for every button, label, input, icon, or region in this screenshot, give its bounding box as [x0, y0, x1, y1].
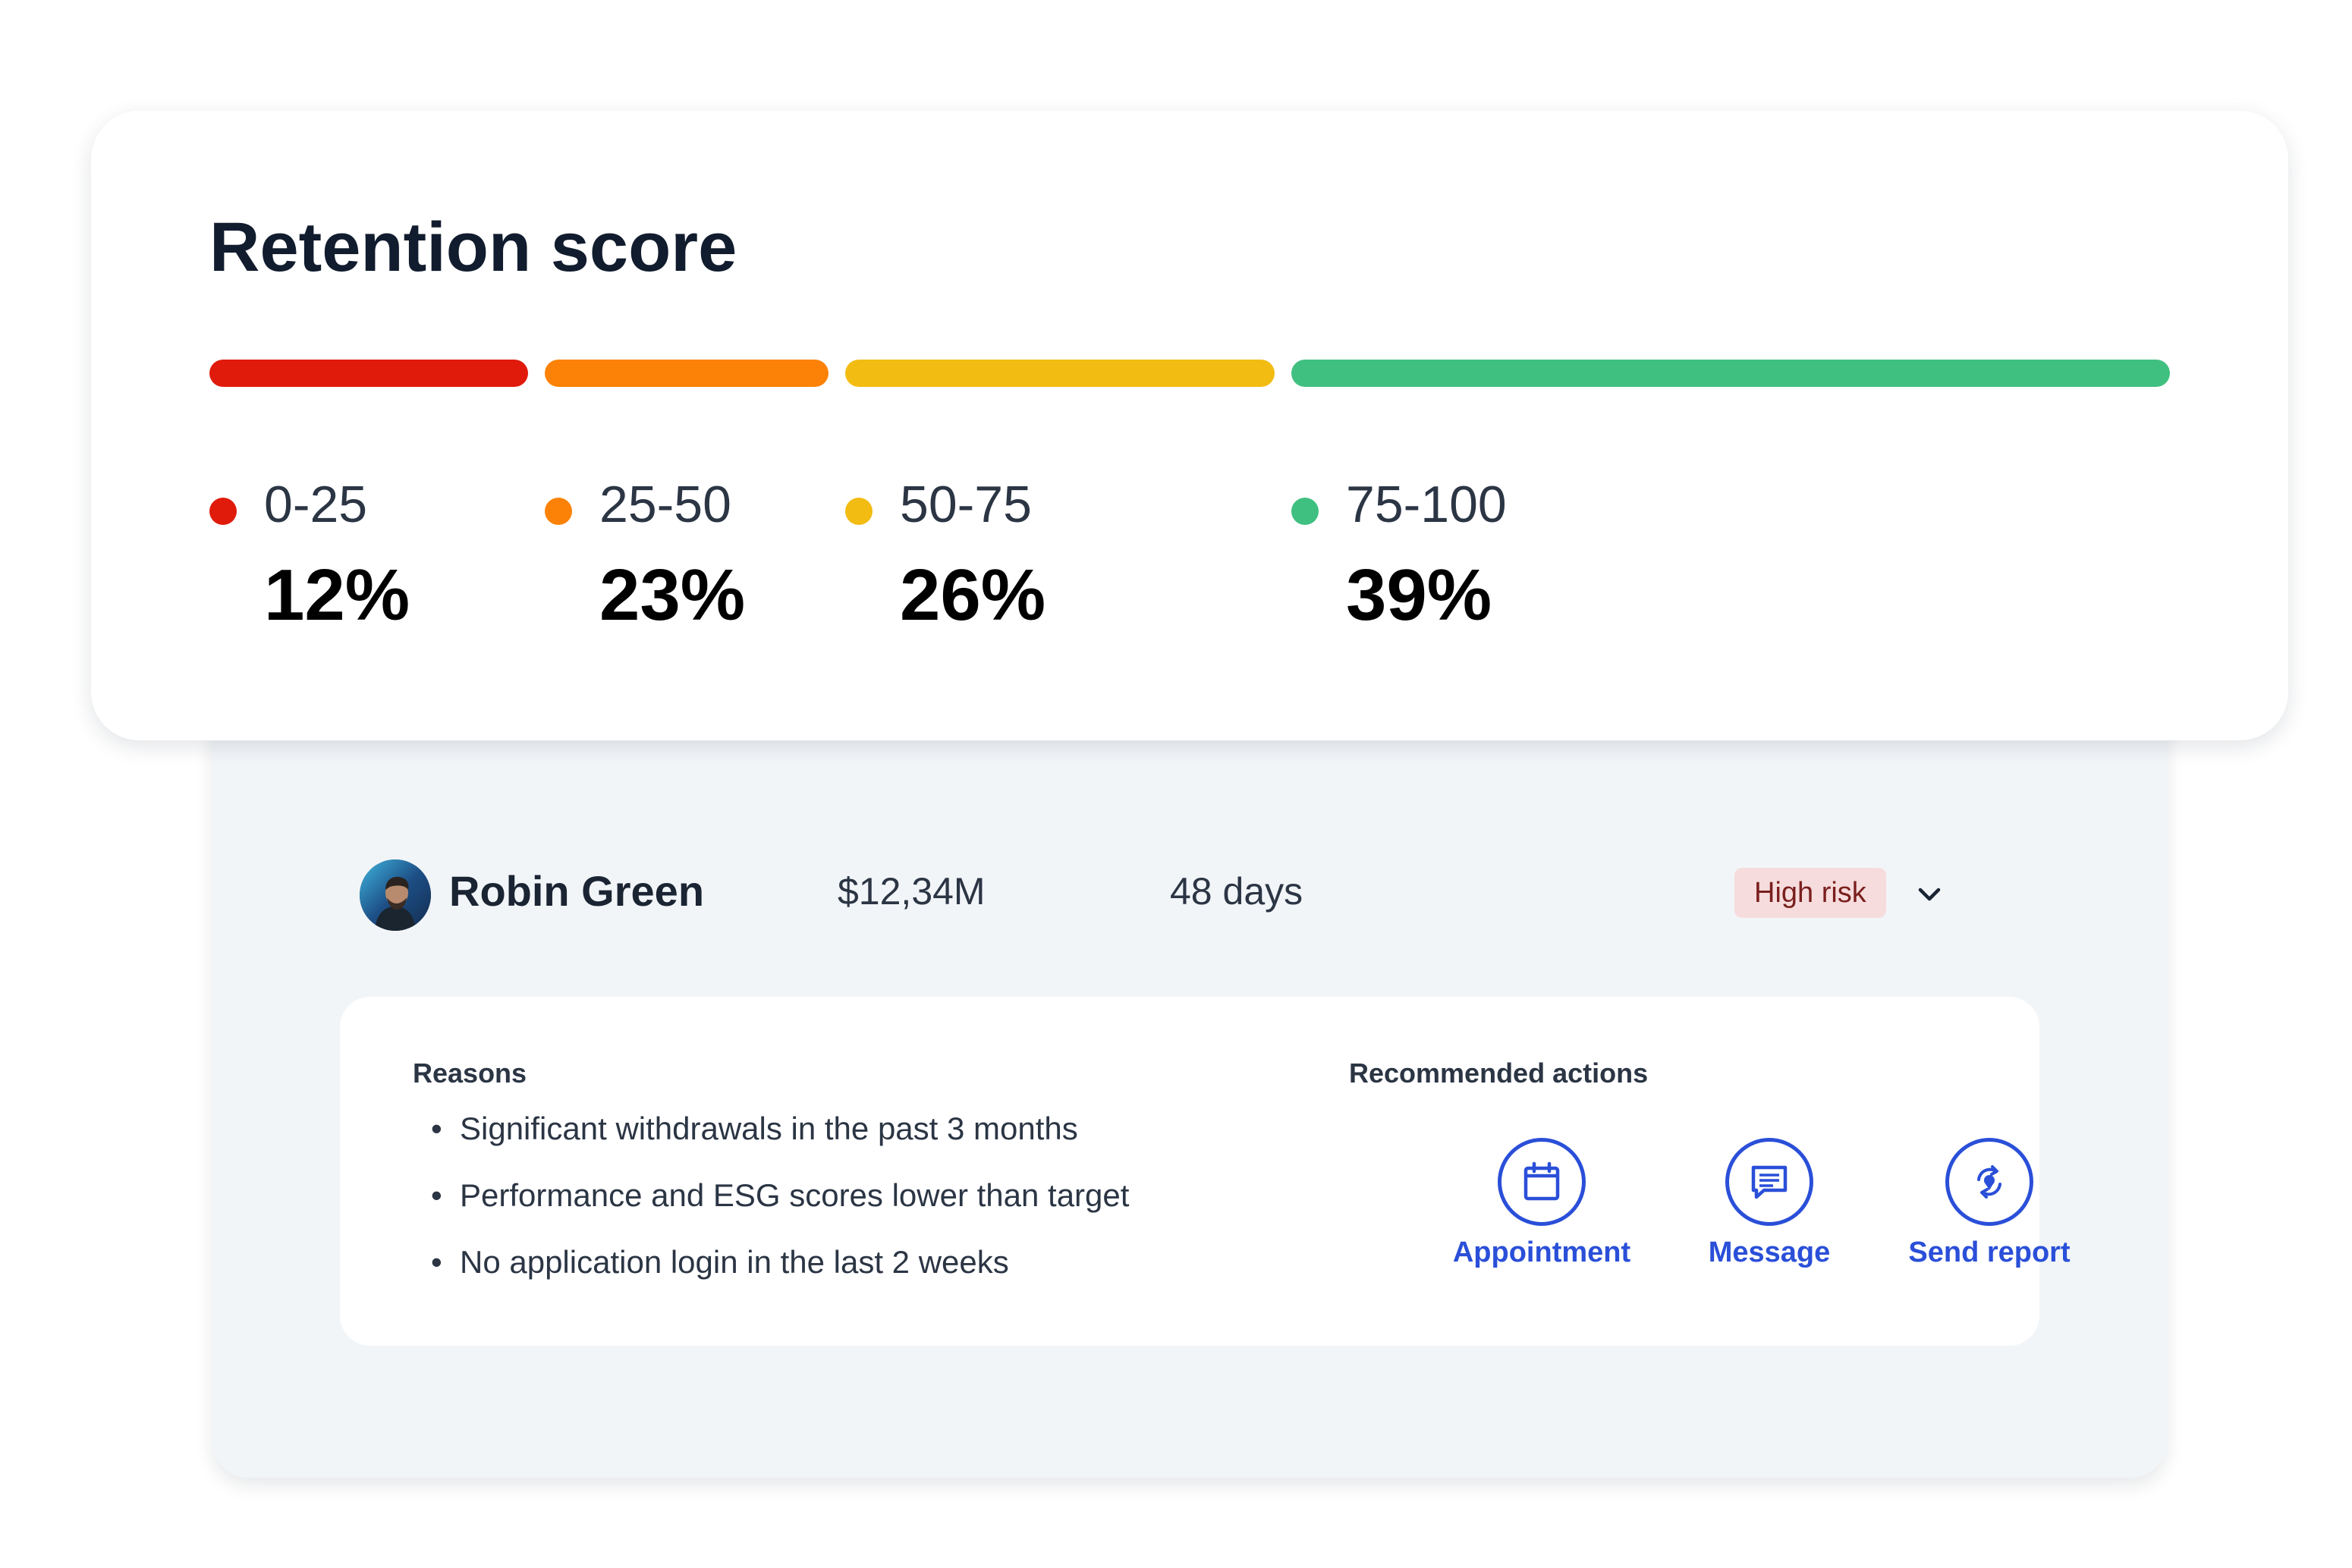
list-item: • No application login in the last 2 week…	[413, 1244, 1129, 1311]
calendar-icon	[1523, 1161, 1560, 1201]
client-row[interactable]: Robin Green $12,34M 48 days High risk	[360, 857, 2020, 933]
reason-text: Significant withdrawals in the past 3 mo…	[460, 1111, 1078, 1146]
legend-range: 50-75	[900, 476, 1032, 533]
score-bar-25-50	[545, 360, 829, 387]
appointment-button[interactable]: Appointment	[1443, 1138, 1640, 1269]
bullet: •	[431, 1177, 442, 1213]
bullet: •	[431, 1111, 442, 1146]
legend-dot-green	[1291, 498, 1319, 525]
list-item: • Significant withdrawals in the past 3 m…	[413, 1111, 1129, 1177]
send-report-label: Send report	[1908, 1236, 2071, 1268]
message-button[interactable]: Message	[1671, 1138, 1868, 1269]
bullet: •	[431, 1244, 442, 1280]
score-bar-50-75	[845, 360, 1275, 387]
score-bar-75-100	[1291, 360, 2170, 387]
legend-percent: 23%	[599, 555, 746, 636]
send-report-circle	[1945, 1138, 2033, 1226]
client-days: 48 days	[1170, 870, 1303, 913]
send-report-icon	[1977, 1165, 2001, 1199]
retention-score-card: Retention score 0-25 12% 25-50 23% 50-75…	[91, 111, 2288, 740]
reason-text: No application login in the last 2 weeks	[460, 1244, 1009, 1280]
message-icon	[1751, 1165, 1788, 1199]
appointment-label: Appointment	[1452, 1236, 1631, 1268]
chevron-down-icon	[1918, 888, 1941, 901]
risk-badge: High risk	[1734, 868, 1886, 918]
details-panel: Reasons • Significant withdrawals in the …	[340, 997, 2071, 1346]
legend-range: 75-100	[1346, 476, 1507, 533]
legend-dot-yellow	[845, 498, 873, 525]
appointment-circle	[1498, 1138, 1586, 1226]
list-item: • Performance and ESG scores lower than t…	[413, 1177, 1129, 1244]
reasons-title: Reasons	[413, 1057, 527, 1089]
reasons-list: • Significant withdrawals in the past 3 m…	[413, 1111, 1129, 1311]
legend-range: 0-25	[264, 476, 368, 533]
retention-score-title: Retention score	[209, 209, 737, 286]
legend-range: 25-50	[599, 476, 731, 533]
message-label: Message	[1708, 1236, 1831, 1268]
send-report-button[interactable]: Send report	[1891, 1138, 2088, 1269]
client-avatar	[360, 859, 431, 931]
legend-percent: 26%	[900, 555, 1046, 636]
legend-dot-orange	[545, 498, 572, 525]
client-amount: $12,34M	[838, 870, 986, 913]
client-name: Robin Green	[449, 867, 705, 915]
legend-percent: 12%	[264, 555, 410, 636]
expand-button[interactable]	[1912, 877, 1947, 912]
reason-text: Performance and ESG scores lower than ta…	[460, 1177, 1130, 1213]
person-avatar-icon	[360, 859, 431, 931]
score-bar-0-25	[209, 360, 528, 387]
legend-dot-red	[209, 498, 237, 525]
message-circle	[1725, 1138, 1813, 1226]
legend-percent: 39%	[1346, 555, 1492, 636]
actions-title: Recommended actions	[1349, 1057, 1649, 1089]
